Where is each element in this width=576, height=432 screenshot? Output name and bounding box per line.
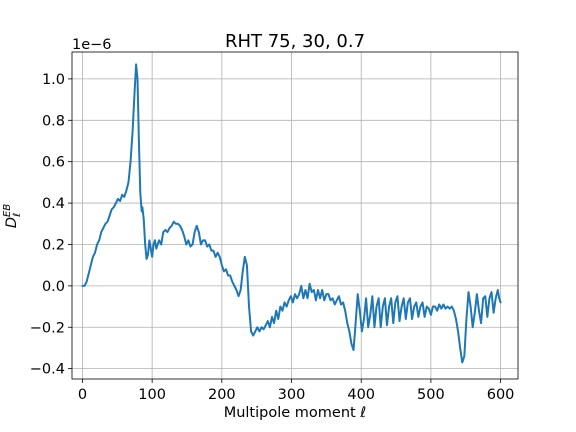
x-axis-label: Multipole moment ℓ bbox=[224, 405, 367, 421]
y-offset-text: 1e−6 bbox=[72, 37, 112, 53]
x-tick-label: 300 bbox=[278, 387, 306, 403]
y-tick-label: 0.8 bbox=[42, 113, 65, 129]
series-layer bbox=[81, 63, 502, 364]
y-tick-label: 0.2 bbox=[42, 237, 65, 253]
y-tick-label: −0.4 bbox=[30, 362, 65, 378]
y-tick-label: 0.6 bbox=[42, 155, 65, 171]
y-tick-label: 0.0 bbox=[42, 279, 65, 295]
y-axis-ticks: −0.4 −0.2 0.0 0.2 0.4 0.6 0.8 1.0 bbox=[30, 72, 72, 378]
y-axis-label-sub: ℓ bbox=[12, 213, 23, 217]
y-axis-label: DEBℓ bbox=[2, 204, 23, 228]
y-tick-label: 1.0 bbox=[42, 72, 65, 88]
x-tick-label: 0 bbox=[78, 387, 87, 403]
y-axis-label-sup: EB bbox=[2, 204, 13, 217]
grid bbox=[72, 52, 518, 379]
x-tick-label: 200 bbox=[208, 387, 236, 403]
x-tick-label: 400 bbox=[347, 387, 375, 403]
x-axis-ticks: 0 100 200 300 400 500 600 bbox=[78, 379, 515, 403]
axes-frame bbox=[71, 51, 519, 380]
chart-title: RHT 75, 30, 0.7 bbox=[225, 31, 365, 52]
series-line bbox=[81, 63, 502, 364]
x-tick-label: 500 bbox=[417, 387, 445, 403]
x-tick-label: 600 bbox=[487, 387, 515, 403]
y-tick-label: −0.2 bbox=[30, 320, 65, 336]
y-tick-label: 0.4 bbox=[42, 196, 65, 212]
y-axis-label-main: D bbox=[4, 217, 20, 228]
x-tick-label: 100 bbox=[138, 387, 166, 403]
